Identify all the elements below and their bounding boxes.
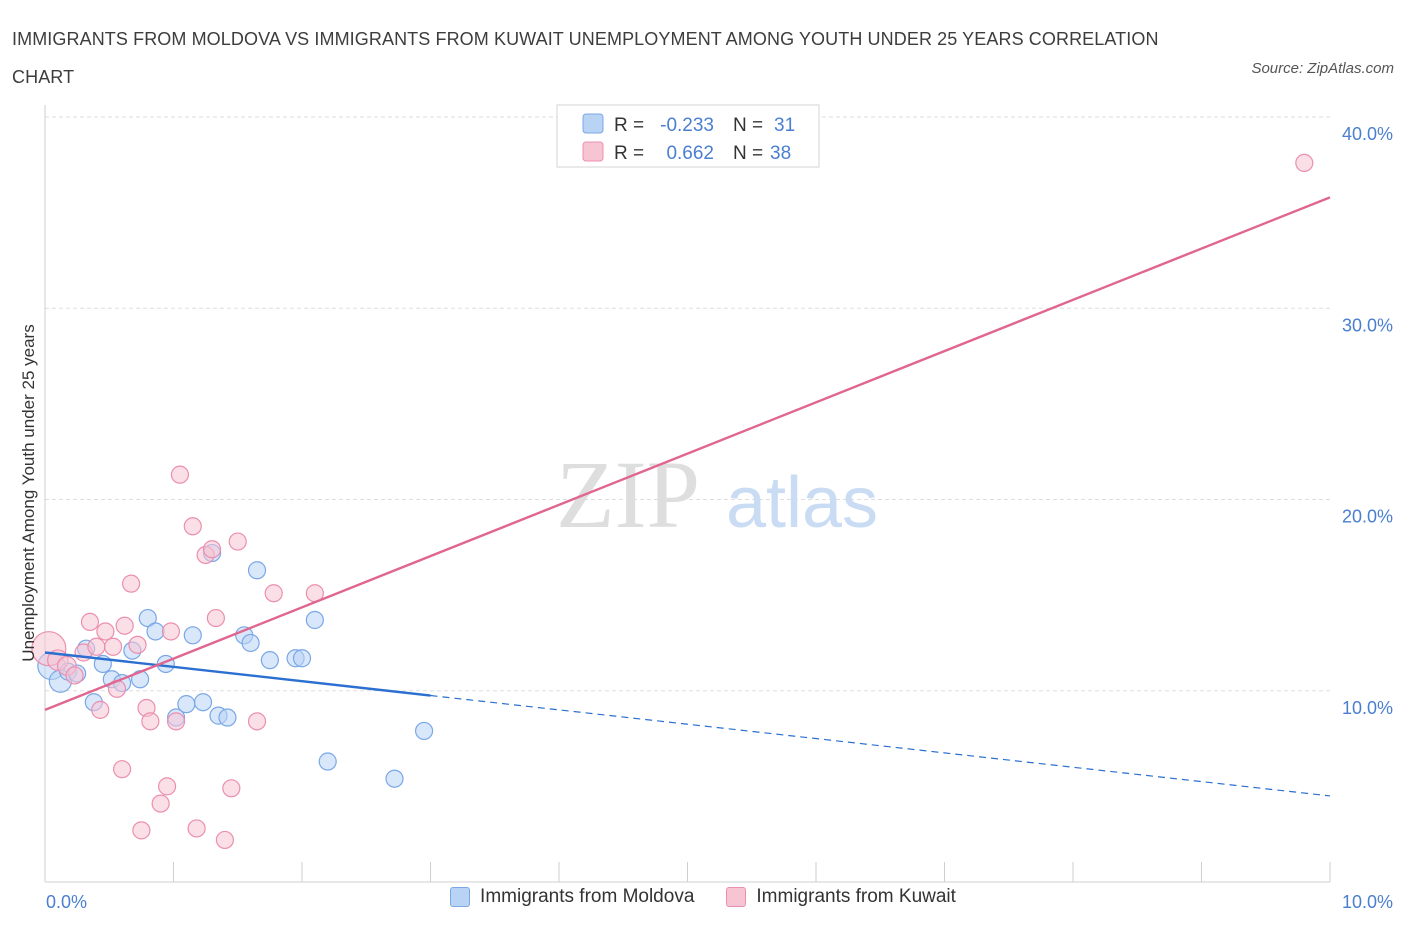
chart-title: IMMIGRANTS FROM MOLDOVA VS IMMIGRANTS FR… [12,29,1159,87]
y-tick-label: 30.0% [1342,315,1393,335]
data-point-blue [292,649,312,668]
trend-line-blue [44,651,431,697]
y-tick-label: 20.0% [1342,507,1393,527]
x-tick-label-right: 10.0% [1342,892,1393,912]
data-point-pink [222,779,241,798]
data-point-pink [112,760,132,779]
data-point-pink [166,712,186,731]
axes [44,105,1331,883]
y-axis-label: Unemployment Among Youth under 25 years [19,324,38,661]
data-point-blue [183,626,202,645]
data-point-blue [138,608,157,628]
legend-swatch-moldova [450,887,471,907]
points [31,153,1314,850]
stats-swatch-moldova [582,113,604,134]
y-tick-label: 10.0% [1342,698,1393,718]
y-tick-labels: 10.0% 20.0% 30.0% 40.0% [1342,124,1393,718]
data-point-blue [241,633,260,653]
data-point-pink [228,532,247,551]
data-point-blue [218,708,237,727]
data-point-pink [87,637,106,656]
data-point-pink [170,465,190,484]
data-point-blue [414,721,434,741]
data-point-pink [96,622,115,641]
bottom-legend: Immigrants from Moldova Immigrants from … [0,886,1406,908]
data-point-pink [115,616,134,635]
watermark: ZIP atlas [556,441,878,548]
data-point-pink [264,584,283,603]
data-point-blue [318,752,337,771]
data-point-pink [121,574,141,593]
data-point-pink [215,830,234,850]
stats-r-value-2: 0.662 [666,143,714,164]
data-point-blue [260,651,279,670]
grid [45,116,1330,692]
stats-r-label-2: R = [614,143,644,164]
data-point-pink [202,540,222,559]
data-point-blue [385,769,404,788]
stats-n-label-2: N = [733,143,763,164]
y-tick-label: 40.0% [1342,124,1393,144]
data-point-pink [206,608,226,628]
legend-swatch-kuwait [726,887,747,907]
legend-label-moldova: Immigrants from Moldova [480,886,695,907]
stats-r-label-1: R = [614,115,644,136]
stats-n-label-1: N = [733,115,763,136]
source-label: Source: ZipAtlas.com [1251,60,1394,77]
data-point-blue [305,610,324,630]
data-point-pink [161,622,181,641]
data-point-pink [1295,153,1314,172]
data-point-pink [104,637,123,656]
legend-item-moldova[interactable]: Immigrants from Moldova [450,886,694,908]
data-point-blue [193,693,213,712]
stats-r-value-1: -0.233 [660,115,714,136]
data-point-pink [157,777,177,796]
data-point-blue [177,695,196,714]
stats-n-value-1: 31 [774,115,795,136]
data-point-pink [65,666,84,685]
data-point-pink [132,821,151,840]
data-point-pink [91,700,110,719]
data-point-pink [187,819,206,838]
data-point-pink [151,794,170,813]
data-point-pink [183,517,202,536]
stats-legend: R = -0.233 N = 31 R = 0.662 N = 38 [556,104,820,168]
data-point-blue [146,622,165,641]
legend-item-kuwait[interactable]: Immigrants from Kuwait [726,886,956,908]
legend-label-kuwait: Immigrants from Kuwait [756,886,956,907]
stats-n-value-2: 38 [770,143,791,164]
data-point-pink [247,712,267,731]
data-point-pink [141,712,160,731]
data-point-blue [247,561,267,580]
trend-line-pink [44,196,1331,711]
watermark-atlas: atlas [726,463,878,543]
data-point-pink [80,612,100,632]
data-point-pink [128,635,147,654]
trend-lines [44,196,1331,797]
trend-line-extension-blue [430,694,1331,797]
x-tick-label-left: 0.0% [46,892,87,912]
stats-swatch-kuwait [582,141,604,162]
